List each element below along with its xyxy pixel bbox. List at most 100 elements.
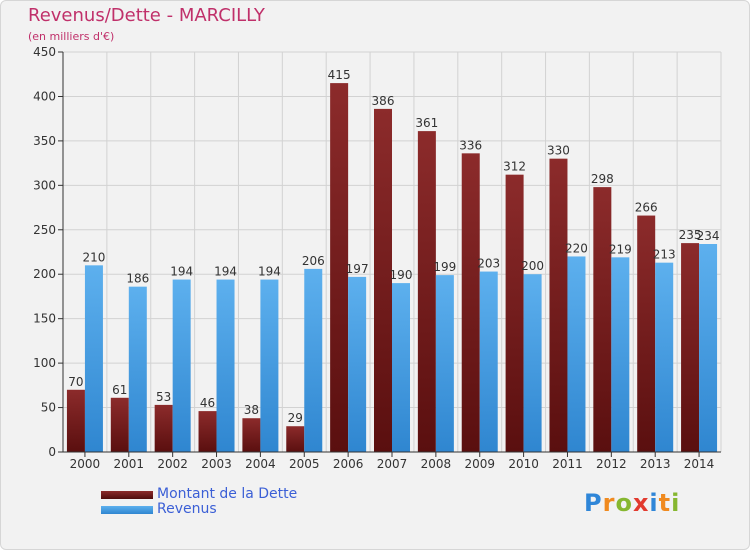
data-label-debt: 330 (547, 144, 570, 158)
bar-debt (549, 158, 568, 452)
data-label-revenue: 194 (258, 265, 281, 279)
bar-debt (417, 131, 436, 452)
data-label-debt: 29 (288, 411, 303, 425)
data-label-revenue: 210 (82, 250, 105, 264)
y-tick-label: 350 (33, 134, 56, 148)
legend-label-revenue: Revenus (157, 501, 217, 517)
y-tick-label: 400 (33, 89, 56, 103)
x-tick-label: 2013 (640, 457, 671, 471)
data-label-revenue: 203 (477, 257, 500, 271)
data-label-revenue: 234 (697, 229, 720, 243)
y-tick-label: 450 (33, 45, 56, 59)
data-label-debt: 46 (200, 396, 215, 410)
data-label-revenue: 194 (170, 265, 193, 279)
bar-revenue (699, 244, 718, 452)
bar-revenue (479, 271, 498, 452)
data-label-revenue: 213 (653, 248, 676, 262)
bar-debt (593, 187, 612, 452)
bar-revenue (84, 265, 103, 452)
bar-revenue (216, 279, 235, 452)
chart-subtitle: (en milliers d'€) (28, 30, 115, 43)
x-tick-label: 2009 (464, 457, 495, 471)
x-tick-label: 2000 (70, 457, 101, 471)
x-tick-label: 2007 (377, 457, 408, 471)
x-tick-label: 2001 (114, 457, 145, 471)
data-label-revenue: 206 (302, 254, 325, 268)
bar-debt (330, 83, 349, 452)
data-label-debt: 386 (372, 94, 395, 108)
y-tick-label: 200 (33, 267, 56, 281)
bar-debt (637, 215, 656, 452)
bar-revenue (260, 279, 279, 452)
data-label-revenue: 219 (609, 242, 632, 256)
bar-debt (198, 411, 217, 452)
x-tick-label: 2011 (552, 457, 583, 471)
x-tick-label: 2008 (421, 457, 452, 471)
bar-debt (242, 418, 261, 452)
y-tick-label: 50 (41, 401, 56, 415)
data-label-debt: 61 (112, 383, 127, 397)
data-label-debt: 266 (635, 201, 658, 215)
bar-debt (66, 389, 85, 452)
y-tick-label: 0 (48, 445, 56, 459)
bar-debt (154, 404, 173, 452)
x-tick-label: 2006 (333, 457, 364, 471)
logo-letter: i (671, 489, 681, 517)
bar-debt (374, 108, 392, 452)
bar-revenue (172, 279, 191, 452)
bar-revenue (523, 274, 542, 452)
data-label-debt: 70 (68, 375, 83, 389)
y-tick-label: 100 (33, 356, 56, 370)
bar-debt (461, 153, 480, 453)
bar-revenue (435, 275, 454, 452)
data-label-revenue: 220 (565, 241, 588, 255)
legend-swatch-revenue (101, 506, 153, 514)
x-tick-label: 2012 (596, 457, 627, 471)
data-label-debt: 312 (503, 160, 526, 174)
y-tick-label: 250 (33, 223, 56, 237)
bar-debt (505, 174, 524, 452)
bar-debt (110, 397, 129, 452)
logo-letter: i (649, 489, 659, 517)
x-tick-label: 2004 (245, 457, 276, 471)
y-tick-label: 150 (33, 312, 56, 326)
bar-revenue (392, 283, 410, 452)
proxiti-logo: Proxiti (584, 489, 680, 517)
logo-letter: x (632, 489, 650, 517)
bar-debt (286, 426, 305, 452)
bar-debt (681, 243, 700, 452)
bar-revenue (567, 256, 586, 452)
data-label-debt: 53 (156, 390, 171, 404)
logo-letter: o (615, 489, 633, 517)
x-tick-label: 2014 (684, 457, 715, 471)
data-label-debt: 361 (415, 116, 438, 130)
chart-title: Revenus/Dette - MARCILLY (28, 5, 265, 26)
bar-revenue (128, 286, 147, 452)
x-tick-label: 2010 (508, 457, 539, 471)
bar-revenue (611, 257, 630, 452)
logo-letter: r (602, 489, 616, 517)
x-tick-label: 2005 (289, 457, 320, 471)
data-label-revenue: 200 (521, 259, 544, 273)
legend-swatch-debt (101, 491, 153, 499)
data-label-debt: 336 (459, 138, 482, 152)
logo-letter: P (584, 489, 603, 517)
data-label-revenue: 186 (126, 272, 149, 286)
bar-revenue (348, 276, 367, 452)
logo-letter: t (658, 489, 672, 517)
data-label-debt: 235 (679, 228, 702, 242)
data-label-debt: 298 (591, 172, 614, 186)
bar-revenue (655, 262, 674, 452)
data-label-revenue: 190 (390, 268, 413, 282)
legend-label-debt: Montant de la Dette (157, 486, 298, 502)
x-tick-label: 2003 (201, 457, 232, 471)
y-tick-label: 300 (33, 178, 56, 192)
x-tick-label: 2002 (157, 457, 188, 471)
data-label-debt: 415 (328, 68, 351, 82)
data-label-revenue: 197 (346, 262, 369, 276)
data-label-revenue: 199 (433, 260, 456, 274)
data-label-revenue: 194 (214, 265, 237, 279)
data-label-debt: 38 (244, 403, 259, 417)
